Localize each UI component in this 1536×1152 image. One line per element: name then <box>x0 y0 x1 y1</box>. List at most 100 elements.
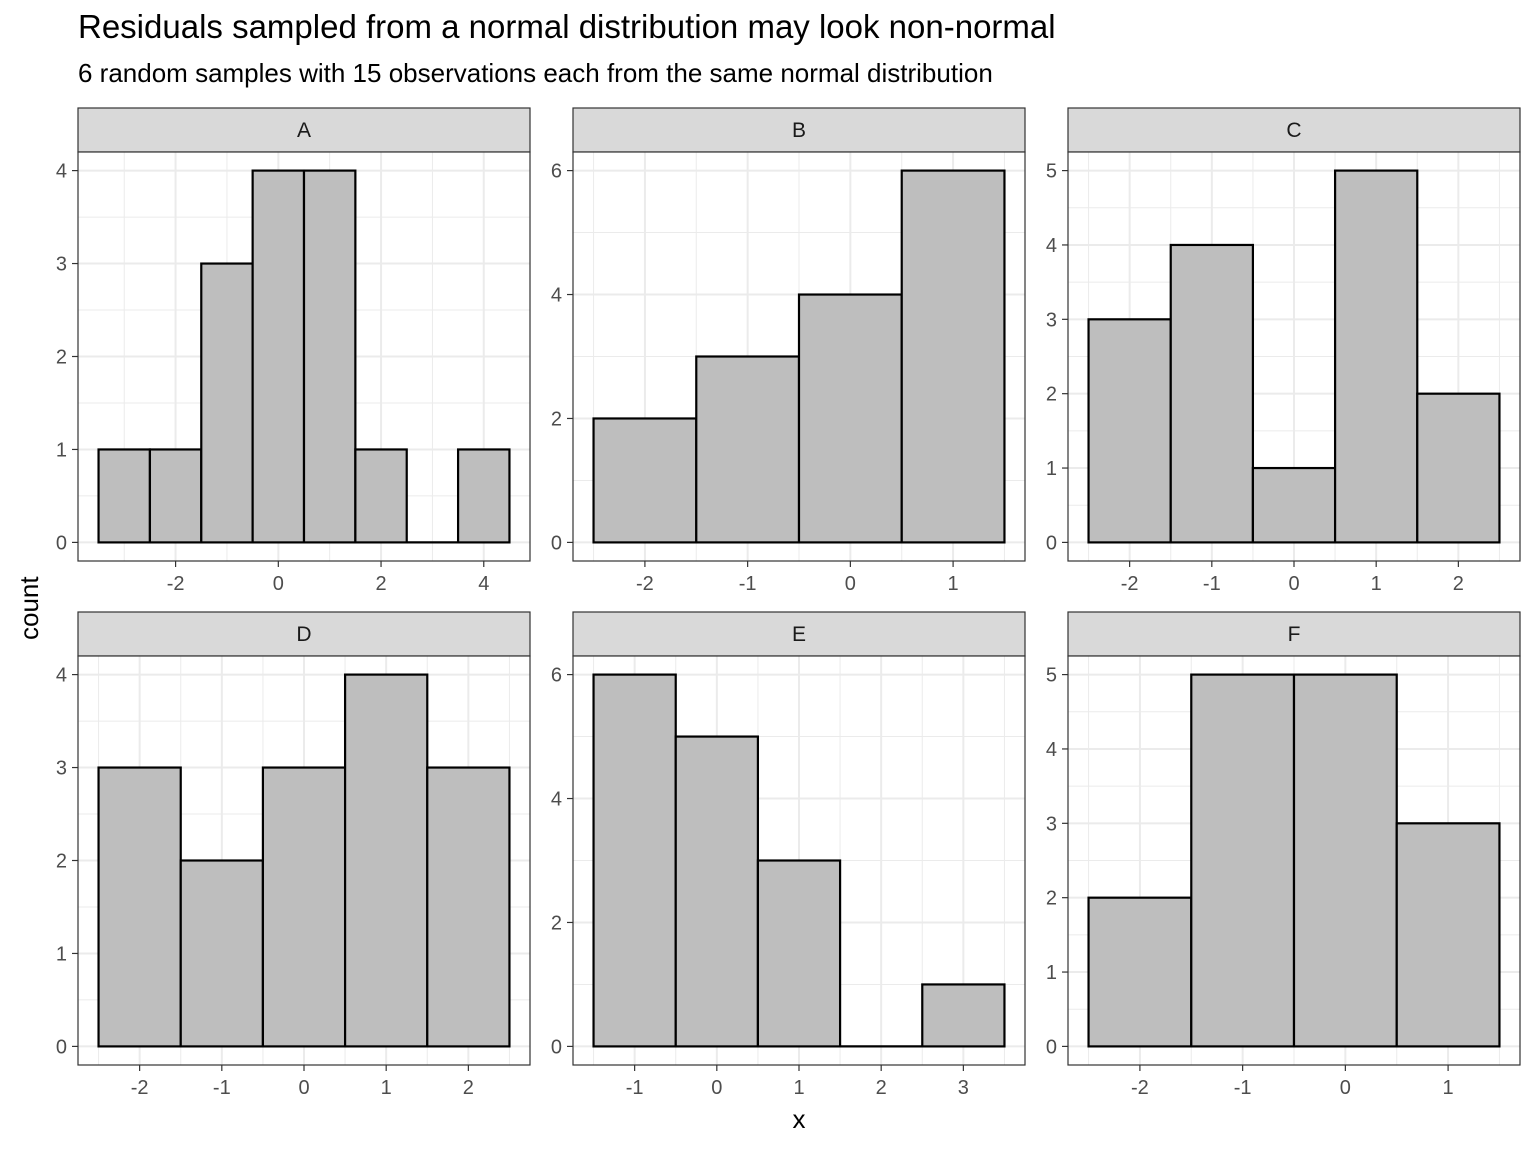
y-tick-label: 4 <box>56 665 67 687</box>
histogram-bar <box>302 169 357 544</box>
x-tick-label: -2 <box>131 1077 149 1099</box>
histogram-bar <box>592 417 698 544</box>
facet-strip <box>77 107 531 153</box>
y-tick-label: 6 <box>551 161 562 183</box>
y-tick-label: 4 <box>551 285 562 307</box>
histogram-bar <box>1395 822 1501 1048</box>
x-tick-label: 2 <box>463 1077 474 1099</box>
x-tick-label: -1 <box>1203 573 1221 595</box>
histogram-bar <box>1190 673 1296 1048</box>
panel-A: A -2 0 2 4 0 1 2 3 4 <box>56 107 531 595</box>
facet-strip-label: F <box>1288 623 1301 646</box>
histogram-bar <box>456 448 511 544</box>
histogram-bar <box>148 448 203 544</box>
x-tick-label: 1 <box>793 1077 804 1099</box>
histogram-bar <box>756 859 842 1048</box>
panel-F: F -2 -1 0 1 0 1 2 3 4 5 <box>1046 611 1521 1099</box>
x-tick-label: -2 <box>1121 573 1139 595</box>
y-tick-label: 1 <box>1046 458 1057 480</box>
histogram-bar <box>1292 673 1398 1048</box>
histogram-bar <box>179 859 265 1048</box>
x-tick-label: 2 <box>1453 573 1464 595</box>
y-tick-label: 0 <box>56 532 67 554</box>
y-tick-label: 3 <box>56 254 67 276</box>
x-tick-label: 0 <box>845 573 856 595</box>
facet-strip <box>77 611 531 657</box>
histogram-bar <box>200 262 254 544</box>
histogram-bar <box>1087 896 1193 1048</box>
x-tick-label: 0 <box>298 1077 309 1099</box>
panel-border <box>1067 655 1521 1066</box>
y-tick-label: 5 <box>1046 161 1057 183</box>
histogram-bar <box>426 766 511 1048</box>
y-tick-label: 0 <box>1046 532 1057 554</box>
facet-strip-label: D <box>296 623 311 646</box>
y-tick-label: 1 <box>1046 962 1057 984</box>
y-tick-label: 4 <box>1046 235 1057 257</box>
histogram-bar <box>674 735 760 1048</box>
panel-B: B -2 -1 0 1 0 2 4 6 <box>551 107 1026 595</box>
y-tick-label: 3 <box>1046 813 1057 835</box>
y-tick-label: 2 <box>1046 888 1057 910</box>
y-tick-label: 6 <box>551 665 562 687</box>
panel-E: E -1 0 1 2 3 0 2 4 6 <box>551 611 1026 1099</box>
facet-strip <box>1067 611 1521 657</box>
facet-strip-label: E <box>792 623 806 646</box>
histogram-bar <box>1251 466 1337 544</box>
y-tick-label: 3 <box>56 758 67 780</box>
x-tick-label: 0 <box>711 1077 722 1099</box>
y-tick-label: 1 <box>56 439 67 461</box>
histogram-bar <box>797 293 903 544</box>
y-tick-label: 2 <box>56 851 67 873</box>
y-tick-label: 0 <box>551 1036 562 1058</box>
histogram-bar <box>97 766 182 1048</box>
x-tick-label: -1 <box>1234 1077 1252 1099</box>
x-tick-label: 0 <box>1288 573 1299 595</box>
histogram-bar <box>251 169 306 544</box>
panel-C: C -2 -1 0 1 2 0 1 2 3 4 5 <box>1046 107 1521 595</box>
y-tick-label: 2 <box>551 408 562 430</box>
histogram-bar <box>354 448 408 544</box>
x-tick-label: 0 <box>273 573 284 595</box>
x-tick-label: -1 <box>626 1077 644 1099</box>
x-tick-label: -1 <box>739 573 757 595</box>
y-tick-label: 0 <box>56 1036 67 1058</box>
chart-subtitle: 6 random samples with 15 observations ea… <box>78 58 993 88</box>
histogram-bar <box>1333 169 1419 544</box>
x-tick-label: 2 <box>876 1077 887 1099</box>
x-tick-label: -2 <box>1131 1077 1149 1099</box>
x-tick-label: 1 <box>381 1077 392 1099</box>
y-tick-label: 5 <box>1046 665 1057 687</box>
histogram-bar <box>1416 392 1501 544</box>
x-tick-label: 0 <box>1340 1077 1351 1099</box>
x-tick-label: 1 <box>1371 573 1382 595</box>
histogram-bar <box>343 673 429 1048</box>
histogram-bar <box>921 983 1006 1048</box>
histogram-bar <box>900 169 1006 544</box>
x-tick-label: 1 <box>948 573 959 595</box>
facet-strip-label: A <box>297 119 311 142</box>
panel-border <box>572 151 1026 562</box>
x-axis-label: x <box>792 1104 806 1134</box>
y-tick-label: 4 <box>551 789 562 811</box>
y-tick-label: 4 <box>56 161 67 183</box>
y-tick-label: 2 <box>56 347 67 369</box>
y-tick-label: 1 <box>56 943 67 965</box>
facet-strip <box>1067 107 1521 153</box>
facet-strip <box>572 107 1026 153</box>
x-tick-label: -1 <box>213 1077 231 1099</box>
x-tick-label: 1 <box>1443 1077 1454 1099</box>
histogram-bar <box>592 673 677 1048</box>
panel-D: D -2 -1 0 1 2 0 1 2 3 4 <box>56 611 531 1099</box>
y-tick-label: 0 <box>1046 1036 1057 1058</box>
facet-strip-label: C <box>1286 119 1301 142</box>
y-tick-label: 4 <box>1046 739 1057 761</box>
x-tick-label: 4 <box>478 573 489 595</box>
histogram-bar <box>97 448 152 544</box>
y-tick-label: 2 <box>551 912 562 934</box>
x-tick-label: 2 <box>375 573 386 595</box>
chart-title: Residuals sampled from a normal distribu… <box>78 8 1056 45</box>
x-tick-label: 3 <box>958 1077 969 1099</box>
facet-strip-label: B <box>792 119 806 142</box>
